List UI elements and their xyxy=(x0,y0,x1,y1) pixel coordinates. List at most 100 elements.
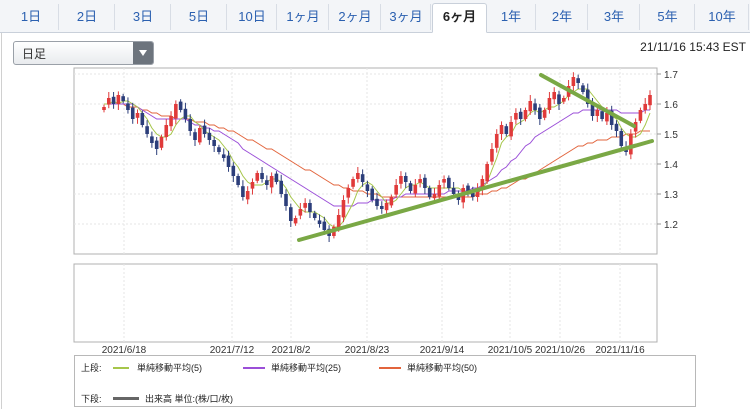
x-tick-label: 2021/11/16 xyxy=(595,345,645,355)
candle-body xyxy=(614,123,619,131)
tab-13[interactable]: 10年 xyxy=(696,4,749,30)
candle-body xyxy=(576,78,580,83)
candle-body xyxy=(221,154,226,158)
support-trendline xyxy=(297,139,654,242)
candle-body xyxy=(399,176,403,184)
candle-body xyxy=(456,195,461,200)
x-tick-label: 2021/10/26 xyxy=(535,345,585,355)
x-tick-label: 2021/10/5 xyxy=(488,345,533,355)
timestamp: 21/11/16 15:43 EST xyxy=(640,40,746,54)
candle-body xyxy=(561,98,566,102)
candle-body xyxy=(504,126,509,134)
ma25-swatch xyxy=(243,367,265,369)
legend: 上段: 単純移動平均(5) 単純移動平均(25) 単純移動平均(50) 下段: … xyxy=(74,355,696,407)
y-tick-label: 1.2 xyxy=(664,220,678,231)
candle-body xyxy=(164,125,169,137)
tab-0[interactable]: 1日 xyxy=(4,4,59,30)
chevron-down-icon[interactable] xyxy=(133,42,153,64)
candle-body xyxy=(600,111,604,119)
candle-body xyxy=(648,95,652,106)
candle-body xyxy=(145,126,149,134)
tab-1[interactable]: 2日 xyxy=(60,4,115,30)
candle-body xyxy=(451,188,456,194)
candle-body xyxy=(312,213,317,218)
candle-body xyxy=(188,119,193,131)
period-select[interactable]: 日足 xyxy=(13,41,154,65)
candle-body xyxy=(260,173,264,179)
candle-body xyxy=(269,176,274,188)
candle-body xyxy=(490,149,494,162)
candle-body xyxy=(159,137,164,148)
candle-body xyxy=(442,179,446,183)
candle-body xyxy=(485,164,489,182)
candle-body xyxy=(365,184,370,191)
candle-body xyxy=(130,107,135,119)
candle-body xyxy=(643,104,648,110)
candle-body xyxy=(106,98,111,105)
tab-5[interactable]: 1ヶ月 xyxy=(278,4,329,30)
candle-body xyxy=(236,176,240,185)
candle-body xyxy=(308,203,312,212)
legend-ma25: 単純移動平均(25) xyxy=(271,363,342,373)
candle-body xyxy=(499,125,504,134)
candle-body xyxy=(437,185,442,197)
candle-body xyxy=(111,96,116,104)
tab-4[interactable]: 10日 xyxy=(228,4,277,30)
candle-body xyxy=(231,165,236,176)
tab-2[interactable]: 3日 xyxy=(116,4,171,30)
candle-body xyxy=(183,108,188,119)
tab-6[interactable]: 2ヶ月 xyxy=(330,4,381,30)
y-tick-label: 1.3 xyxy=(664,190,678,201)
candle-body xyxy=(121,96,125,101)
candle-body xyxy=(389,197,394,206)
candle-body xyxy=(298,209,303,216)
candle-body xyxy=(241,186,245,197)
tab-12[interactable]: 5年 xyxy=(641,4,695,30)
x-tick-label: 2021/8/23 xyxy=(345,345,390,355)
tab-7[interactable]: 3ヶ月 xyxy=(382,4,431,30)
candle-body xyxy=(284,194,288,206)
candle-body xyxy=(413,185,418,194)
candle-body xyxy=(447,177,451,188)
candle-body xyxy=(375,198,379,206)
candle-body xyxy=(595,110,600,116)
candle-body xyxy=(370,188,375,200)
candle-body xyxy=(174,104,178,119)
legend-ma50: 単純移動平均(50) xyxy=(407,363,478,373)
ma5-swatch xyxy=(113,367,129,369)
candle-body xyxy=(360,174,365,182)
tab-9[interactable]: 1年 xyxy=(487,4,536,30)
candle-body xyxy=(514,113,518,120)
tab-11[interactable]: 3年 xyxy=(589,4,640,30)
candle-body xyxy=(466,185,470,194)
candle-body xyxy=(202,125,207,134)
candle-body xyxy=(212,140,216,146)
volume-swatch xyxy=(113,397,139,400)
candle-body xyxy=(590,102,595,116)
candle-body xyxy=(470,192,475,197)
legend-lower-label: 下段: xyxy=(81,394,102,404)
candle-body xyxy=(317,220,322,224)
candle-body xyxy=(116,95,121,104)
candle-body xyxy=(274,173,279,182)
candle-body xyxy=(638,110,643,121)
tab-3[interactable]: 5日 xyxy=(172,4,227,30)
candle-body xyxy=(303,203,307,208)
resistance-trendline xyxy=(539,73,636,128)
legend-ma5: 単純移動平均(5) xyxy=(137,363,202,373)
candle-body xyxy=(379,206,384,209)
candle-body xyxy=(609,110,614,125)
y-tick-label: 1.6 xyxy=(664,100,678,111)
y-tick-label: 1.5 xyxy=(664,130,678,141)
candle-body xyxy=(169,116,173,127)
candle-body xyxy=(518,111,523,119)
legend-upper-label: 上段: xyxy=(81,363,102,373)
candle-body xyxy=(547,98,552,110)
candle-body xyxy=(509,122,513,137)
candle-body xyxy=(197,128,202,143)
tab-8[interactable]: 6ヶ月 xyxy=(432,3,487,33)
candle-body xyxy=(384,203,389,211)
x-tick-label: 2021/9/14 xyxy=(420,345,465,355)
tab-10[interactable]: 2年 xyxy=(537,4,588,30)
candle-body xyxy=(581,85,585,92)
